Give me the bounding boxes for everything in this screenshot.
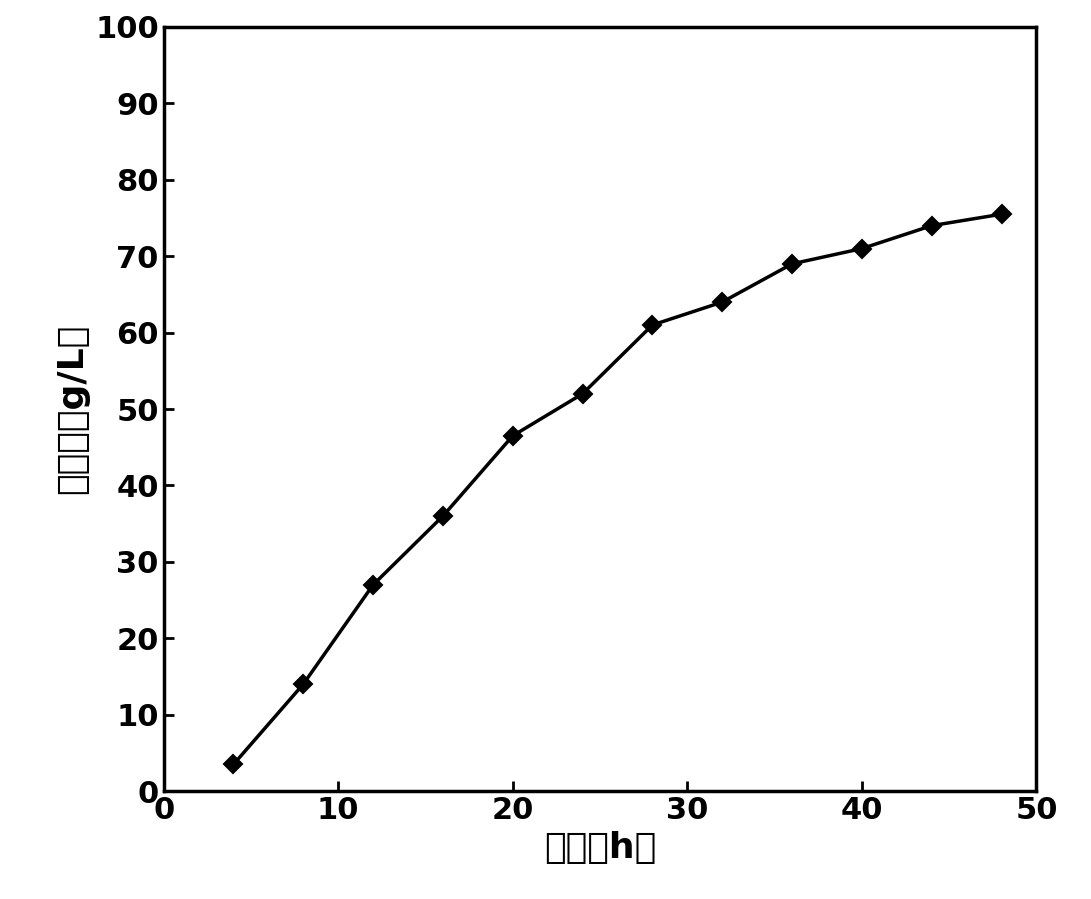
Y-axis label: 生物量（g/L）: 生物量（g/L）	[56, 324, 89, 494]
X-axis label: 时间（h）: 时间（h）	[544, 831, 656, 865]
